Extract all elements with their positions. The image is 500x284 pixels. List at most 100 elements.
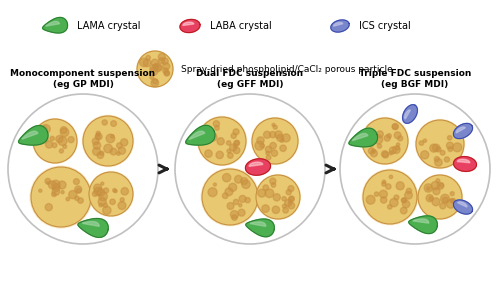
Circle shape bbox=[271, 183, 276, 187]
Circle shape bbox=[417, 174, 463, 220]
Circle shape bbox=[234, 144, 236, 147]
Circle shape bbox=[270, 178, 276, 184]
Circle shape bbox=[434, 156, 440, 162]
Circle shape bbox=[437, 183, 444, 189]
Circle shape bbox=[372, 149, 376, 153]
Circle shape bbox=[288, 197, 294, 202]
Circle shape bbox=[368, 142, 374, 147]
Circle shape bbox=[251, 117, 299, 165]
Circle shape bbox=[374, 192, 378, 196]
Circle shape bbox=[394, 195, 399, 200]
Circle shape bbox=[448, 147, 453, 152]
Circle shape bbox=[365, 138, 371, 144]
Circle shape bbox=[442, 197, 448, 202]
Circle shape bbox=[384, 135, 390, 141]
Polygon shape bbox=[18, 126, 48, 145]
Circle shape bbox=[396, 182, 404, 190]
Circle shape bbox=[52, 143, 57, 148]
Circle shape bbox=[233, 147, 240, 154]
Polygon shape bbox=[249, 162, 263, 166]
Polygon shape bbox=[250, 222, 266, 226]
Circle shape bbox=[418, 175, 462, 219]
Polygon shape bbox=[183, 22, 194, 26]
Circle shape bbox=[245, 197, 250, 203]
Circle shape bbox=[280, 145, 286, 151]
Circle shape bbox=[94, 184, 102, 192]
Circle shape bbox=[440, 194, 450, 203]
Circle shape bbox=[202, 169, 258, 225]
Circle shape bbox=[382, 151, 388, 157]
Circle shape bbox=[392, 124, 398, 130]
Circle shape bbox=[270, 142, 276, 149]
Circle shape bbox=[46, 141, 52, 148]
Circle shape bbox=[222, 174, 231, 182]
Circle shape bbox=[47, 181, 50, 184]
Circle shape bbox=[216, 151, 224, 159]
Circle shape bbox=[370, 150, 378, 157]
Circle shape bbox=[432, 198, 440, 206]
Circle shape bbox=[392, 124, 398, 130]
Circle shape bbox=[282, 134, 290, 142]
Circle shape bbox=[392, 146, 400, 153]
Circle shape bbox=[103, 203, 108, 208]
Circle shape bbox=[60, 149, 64, 153]
Circle shape bbox=[402, 201, 410, 208]
Circle shape bbox=[164, 71, 170, 76]
Circle shape bbox=[429, 197, 433, 200]
Circle shape bbox=[362, 118, 408, 164]
Circle shape bbox=[83, 116, 133, 166]
Circle shape bbox=[40, 126, 47, 133]
Circle shape bbox=[368, 148, 374, 154]
Polygon shape bbox=[454, 124, 472, 139]
Circle shape bbox=[50, 136, 54, 141]
Circle shape bbox=[150, 76, 154, 79]
Circle shape bbox=[97, 189, 104, 196]
Circle shape bbox=[230, 211, 238, 219]
Circle shape bbox=[273, 194, 280, 201]
Circle shape bbox=[265, 189, 274, 198]
Circle shape bbox=[386, 184, 391, 189]
Polygon shape bbox=[404, 110, 410, 119]
Circle shape bbox=[228, 153, 233, 158]
Circle shape bbox=[137, 51, 173, 87]
Circle shape bbox=[30, 166, 92, 229]
Circle shape bbox=[272, 124, 275, 126]
Circle shape bbox=[440, 151, 445, 155]
Circle shape bbox=[258, 189, 266, 197]
Circle shape bbox=[366, 195, 375, 204]
Circle shape bbox=[45, 204, 52, 211]
Polygon shape bbox=[413, 219, 428, 223]
Circle shape bbox=[63, 145, 66, 149]
Circle shape bbox=[272, 206, 280, 214]
Circle shape bbox=[282, 197, 286, 201]
Circle shape bbox=[152, 79, 158, 84]
Circle shape bbox=[440, 183, 444, 187]
Circle shape bbox=[120, 139, 128, 146]
Polygon shape bbox=[454, 156, 476, 172]
Polygon shape bbox=[78, 218, 108, 237]
Circle shape bbox=[99, 203, 102, 207]
Circle shape bbox=[104, 144, 112, 153]
Circle shape bbox=[222, 193, 228, 199]
Polygon shape bbox=[454, 200, 472, 214]
Circle shape bbox=[114, 189, 117, 193]
Polygon shape bbox=[46, 21, 60, 26]
Circle shape bbox=[396, 146, 400, 150]
Circle shape bbox=[390, 147, 396, 154]
Circle shape bbox=[240, 178, 248, 185]
Polygon shape bbox=[408, 216, 438, 233]
Circle shape bbox=[286, 190, 292, 195]
Circle shape bbox=[252, 118, 298, 164]
Circle shape bbox=[100, 182, 104, 185]
Circle shape bbox=[116, 143, 122, 148]
Circle shape bbox=[256, 175, 300, 219]
Circle shape bbox=[283, 207, 288, 213]
Circle shape bbox=[121, 187, 128, 195]
Circle shape bbox=[110, 148, 117, 155]
Circle shape bbox=[68, 191, 77, 199]
Circle shape bbox=[164, 70, 170, 76]
Circle shape bbox=[61, 191, 64, 194]
Circle shape bbox=[382, 182, 386, 186]
Polygon shape bbox=[246, 159, 270, 175]
Circle shape bbox=[217, 138, 224, 145]
